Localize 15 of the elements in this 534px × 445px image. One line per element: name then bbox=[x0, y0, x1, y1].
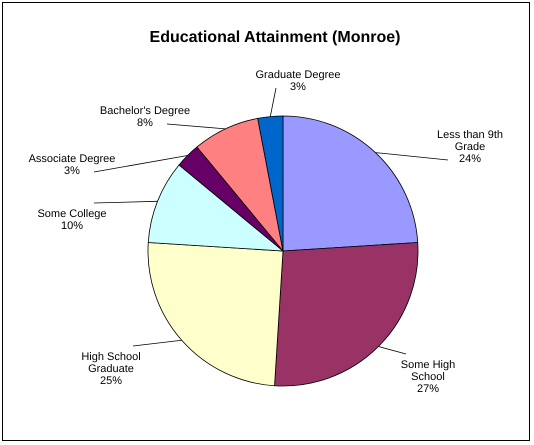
data-label: 25% bbox=[100, 375, 122, 387]
chart-title: Educational Attainment (Monroe) bbox=[150, 29, 400, 46]
slice-label: Some High School bbox=[400, 359, 456, 383]
data-label: 3% bbox=[64, 165, 80, 177]
slice-label: Bachelor's Degree bbox=[100, 105, 190, 117]
data-label: 3% bbox=[290, 81, 306, 93]
data-label: 8% bbox=[137, 117, 154, 129]
data-label: 24% bbox=[458, 153, 482, 165]
slice-label: Some College bbox=[37, 208, 107, 220]
data-label: 10% bbox=[60, 220, 84, 232]
slice-label: Associate Degree bbox=[28, 153, 116, 165]
slice-label: Less than 9th Grade bbox=[436, 129, 504, 153]
slice-label: High School Graduate bbox=[81, 351, 141, 375]
slice-label: Graduate Degree bbox=[256, 69, 340, 81]
data-label: 27% bbox=[416, 383, 440, 395]
